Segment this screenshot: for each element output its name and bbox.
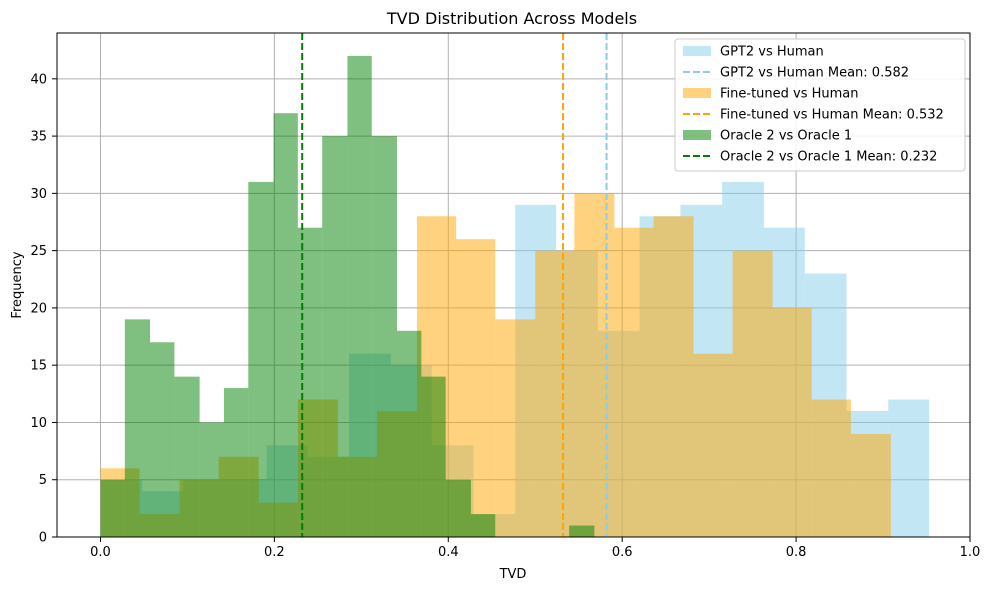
y-tick-label: 10 [30,416,47,431]
histogram-bar [653,216,694,538]
histogram-bar [569,525,595,537]
histogram-bar [199,422,224,537]
legend-label: GPT2 vs Human [720,45,824,60]
legend-item: Oracle 2 vs Oracle 1 [683,129,852,144]
histogram-bar [396,330,422,537]
histogram-bar [371,136,397,537]
x-tick-label: 0.2 [264,545,285,560]
x-tick-label: 0.0 [90,545,111,560]
chart-title: TVD Distribution Across Models [386,9,637,28]
legend-item: Fine-tuned vs Human Mean: 0.532 [683,108,944,123]
histogram-bar [732,250,773,538]
y-tick-label: 5 [39,473,47,488]
legend-swatch [683,88,711,98]
legend-box [674,38,966,172]
histogram-bars [100,55,930,538]
histogram-bar [100,479,125,537]
legend-label: Oracle 2 vs Oracle 1 Mean: 0.232 [720,150,937,165]
histogram-bar [322,136,348,537]
legend-label: Oracle 2 vs Oracle 1 [720,129,852,144]
histogram-bar [223,388,249,537]
y-tick-label: 35 [30,130,47,145]
x-axis-ticks: 0.0 0.2 0.4 0.6 0.8 1.0 [90,537,980,560]
histogram-bar [470,514,496,537]
histogram-bar [535,250,575,538]
histogram-bar [347,55,372,538]
y-axis-ticks: 0 5 10 15 20 25 30 35 40 [30,72,57,546]
legend-item: GPT2 vs Human Mean: 0.582 [683,66,909,81]
histogram-bar [574,193,615,537]
legend-swatch [683,46,711,56]
y-axis-label: Frequency [10,251,25,318]
x-tick-label: 0.6 [612,545,633,560]
legend-label: Fine-tuned vs Human [720,87,859,102]
legend-label: GPT2 vs Human Mean: 0.582 [720,66,909,81]
y-tick-label: 20 [30,301,47,316]
histogram-bar [124,319,151,537]
histogram-bar [248,181,274,537]
histogram-bar [850,433,891,537]
legend-swatch [683,130,711,140]
y-tick-label: 30 [30,187,47,202]
mean-lines [301,33,608,537]
histogram-bar [614,227,654,537]
legend-label: Fine-tuned vs Human Mean: 0.532 [720,108,944,123]
y-tick-label: 0 [39,531,47,546]
x-tick-label: 1.0 [960,545,981,560]
histogram-bar [174,376,200,537]
histogram-bar [811,399,851,537]
histogram-bar [421,376,446,537]
y-tick-label: 15 [30,359,47,374]
y-tick-label: 40 [30,72,47,87]
histogram-bar [772,307,812,537]
plot-frame [56,32,971,538]
histogram-bar [445,479,471,537]
histogram-bar [888,399,930,537]
legend: GPT2 vs Human GPT2 vs Human Mean: 0.582 Fi… [674,38,966,172]
legend-item: GPT2 vs Human [683,45,824,60]
y-tick-label: 25 [30,244,47,259]
histogram-bar [495,319,536,537]
x-axis-label: TVD [499,567,527,582]
series-bars [100,55,595,538]
histogram-bar [693,353,733,537]
histogram-bar [273,113,298,537]
histogram-bar [150,342,175,537]
x-tick-label: 0.4 [438,545,459,560]
legend-item: Fine-tuned vs Human [683,87,859,102]
legend-item: Oracle 2 vs Oracle 1 Mean: 0.232 [683,150,937,165]
x-tick-label: 0.8 [786,545,807,560]
